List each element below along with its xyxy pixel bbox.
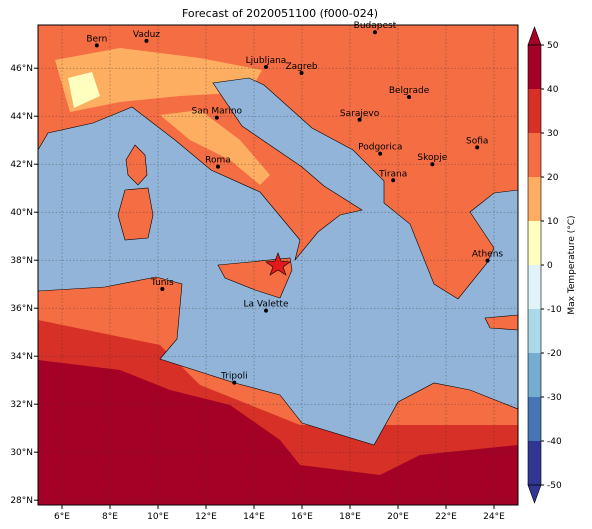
colorbar-tick-label: -50 [547, 481, 562, 491]
lon-tick-label: 20°E [387, 512, 409, 522]
city-label: San Marino [192, 107, 243, 117]
colorbar-bin [528, 353, 541, 397]
colorbar-bin [528, 441, 541, 485]
city-label: Zagreb [285, 62, 317, 72]
city-marker [391, 178, 396, 183]
city-marker [264, 65, 268, 69]
city-marker [144, 38, 149, 43]
city-marker [407, 95, 412, 99]
city-label: Bern [86, 34, 107, 44]
colorbar-bin [528, 309, 541, 353]
city-marker [232, 380, 237, 385]
city-marker [378, 151, 383, 156]
lat-tick-label: 40°N [10, 208, 33, 218]
city-label: Sarajevo [340, 109, 380, 119]
city-label: Tunis [150, 278, 174, 288]
city-label: Sofia [466, 136, 488, 146]
city-label: Vaduz [133, 30, 160, 40]
apennine-cool [160, 110, 270, 185]
city-label: Skopje [417, 153, 447, 163]
lon-tick-label: 8°E [102, 512, 118, 522]
alps-cool [55, 48, 262, 112]
colorbar-bin [528, 221, 541, 265]
colorbar-tick-label: -20 [547, 349, 562, 359]
city-marker [372, 30, 377, 35]
city-label: Athens [472, 250, 503, 260]
city-marker [475, 145, 480, 150]
colorbar-bin [528, 177, 541, 221]
lat-tick-label: 30°N [10, 448, 33, 458]
map-frame [37, 24, 519, 506]
corsica [125, 144, 148, 186]
graticule [38, 25, 518, 505]
lon-tick-label: 24°E [483, 512, 505, 522]
colorbar-tick-label: -40 [547, 437, 562, 447]
lon-tick-label: 6°E [54, 512, 70, 522]
colorbar-bin [528, 265, 541, 309]
colorbar-tick-label: 10 [547, 217, 559, 227]
lat-tick-label: 32°N [10, 400, 33, 410]
colorbar-tick-label: -30 [547, 393, 562, 403]
lon-tick-label: 14°E [243, 512, 265, 522]
alps-cold [68, 72, 100, 108]
lat-tick-label: 36°N [10, 304, 33, 314]
city-label: Ljubljana [246, 56, 287, 66]
city-marker [299, 71, 304, 75]
city-label: Roma [205, 156, 231, 166]
colorbar-tick-label: -10 [547, 305, 562, 315]
city-label: Belgrade [389, 86, 430, 96]
lon-tick-label: 18°E [339, 512, 361, 522]
city-marker [430, 162, 435, 167]
lat-tick-label: 44°N [10, 112, 33, 122]
colorbar-tick-label: 40 [547, 85, 559, 95]
city-label: Podgorica [358, 143, 402, 153]
colorbar-extend-bottom [527, 484, 542, 504]
city-marker [264, 308, 268, 313]
colorbar-tick-label: 30 [547, 129, 559, 139]
colorbar-tick-label: 20 [547, 173, 559, 183]
colorbar-bin [528, 133, 541, 177]
lat-tick-label: 42°N [10, 160, 33, 170]
lat-tick-label: 28°N [10, 496, 33, 506]
city-marker [160, 287, 165, 291]
colorbar-tick-label: 0 [547, 261, 553, 271]
city-label: Budapest [354, 21, 397, 31]
city-label: Tirana [378, 169, 407, 179]
colorbar-extend-top [527, 26, 542, 46]
colorbar-bin [528, 45, 541, 89]
lat-tick-label: 46°N [10, 64, 33, 74]
sardinia [117, 187, 154, 241]
lon-tick-label: 16°E [291, 512, 313, 522]
city-marker [485, 258, 490, 263]
colorbar-bin [528, 89, 541, 133]
colorbar-label: Max Temperature (°C) [567, 215, 577, 314]
city-marker [216, 164, 220, 169]
lon-tick-label: 10°E [147, 512, 169, 522]
colorbar-bin [528, 397, 541, 441]
lat-tick-label: 34°N [10, 352, 33, 362]
lon-tick-label: 22°E [435, 512, 457, 522]
colorbar-tick-label: 50 [547, 41, 559, 51]
city-marker [357, 117, 362, 122]
lat-tick-label: 38°N [10, 256, 33, 266]
forecast-star [265, 252, 291, 276]
map-title: Forecast of 2020051100 (f000-024) [182, 7, 378, 20]
city-label: La Valette [244, 300, 289, 310]
lon-tick-label: 12°E [195, 512, 217, 522]
temperature-field [38, 25, 518, 505]
crete [484, 314, 518, 331]
city-marker [214, 115, 219, 120]
city-marker [94, 43, 99, 48]
city-label: Tripoli [220, 372, 248, 382]
